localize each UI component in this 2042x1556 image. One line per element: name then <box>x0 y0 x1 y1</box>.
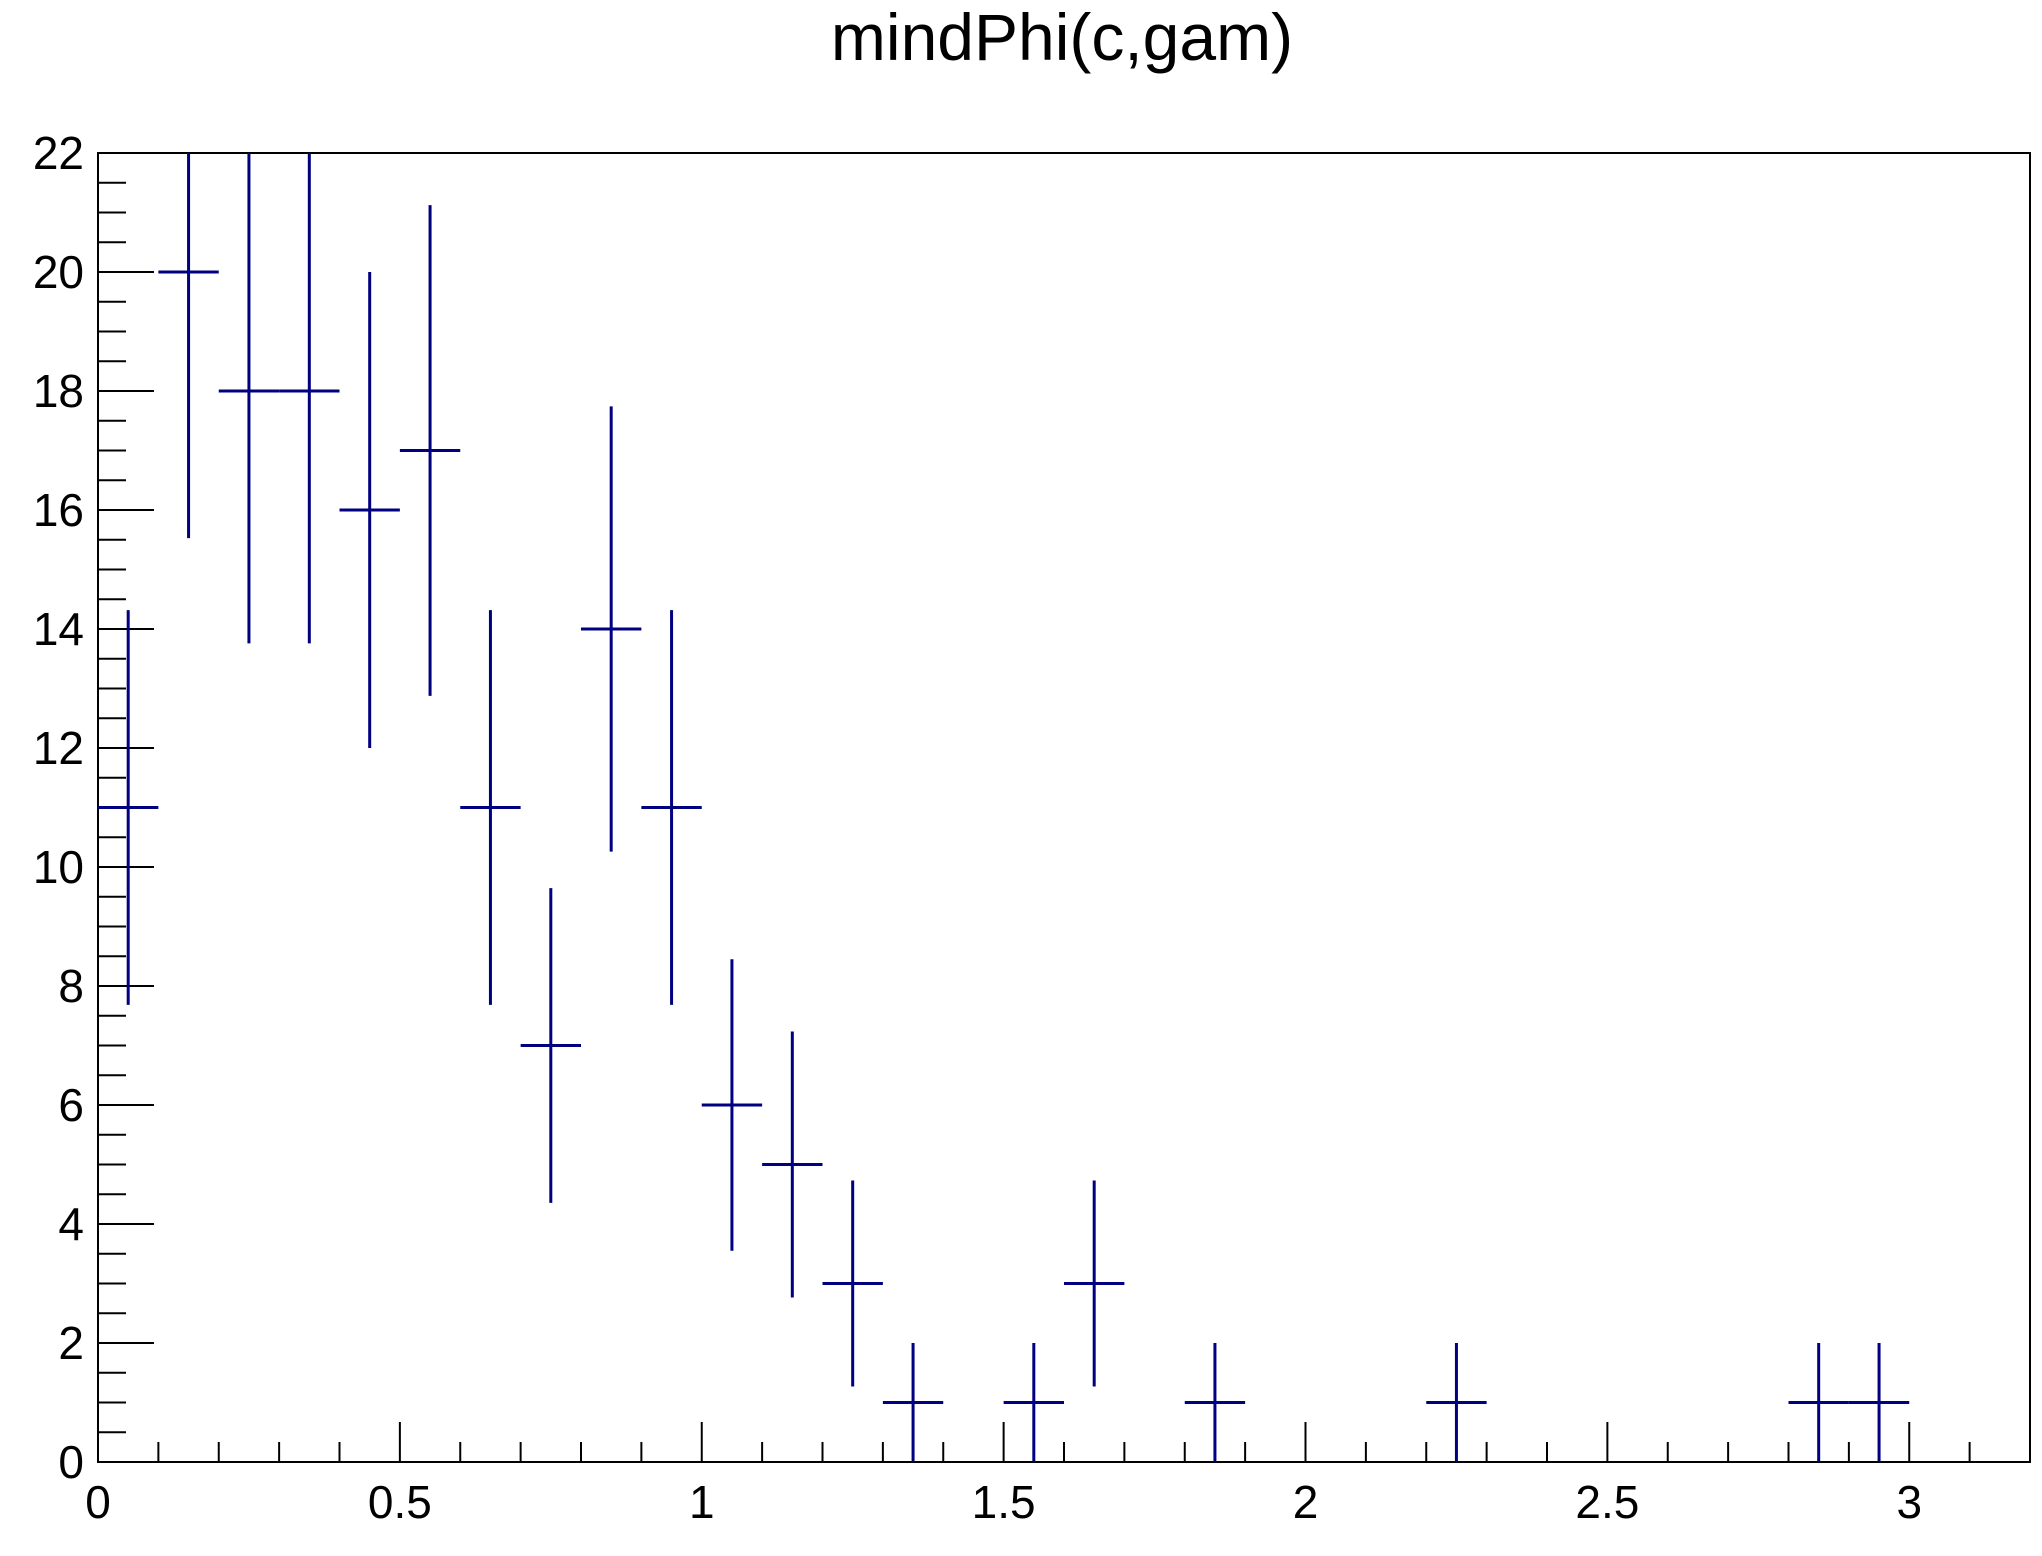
data-point <box>158 153 219 539</box>
data-point <box>279 153 340 644</box>
data-point <box>822 1180 883 1387</box>
data-point <box>581 406 642 852</box>
y-tick-label: 2 <box>58 1317 84 1369</box>
data-point <box>1064 1180 1125 1387</box>
y-tick-label: 0 <box>58 1436 84 1488</box>
data-point <box>399 205 461 696</box>
data-point <box>1426 1343 1487 1462</box>
data-point <box>460 610 521 1005</box>
y-tick-label: 12 <box>33 722 84 774</box>
x-tick-label: 0 <box>85 1476 111 1528</box>
x-tick-label: 2 <box>1293 1476 1319 1528</box>
data-point <box>882 1343 944 1462</box>
data-point <box>218 153 280 644</box>
axes-group: 0 0.5 1 1.5 2 2.5 3 0 2 4 6 8 10 12 14 16 18 20 22 <box>33 127 1971 1528</box>
x-tick-label: 0.5 <box>368 1476 432 1528</box>
data-point <box>762 1031 823 1298</box>
x-tick-label: 2.5 <box>1575 1476 1639 1528</box>
y-tick-label: 10 <box>33 841 84 893</box>
x-tick-label: 1 <box>689 1476 715 1528</box>
x-tick-label: 1.5 <box>972 1476 1036 1528</box>
data-group <box>98 153 1910 1462</box>
x-tick-label: 3 <box>1896 1476 1922 1528</box>
y-tick-label: 22 <box>33 127 84 179</box>
data-point <box>339 272 400 748</box>
y-tick-label: 8 <box>58 960 84 1012</box>
data-point <box>641 610 702 1005</box>
data-point <box>1788 1343 1849 1462</box>
data-point <box>1848 1343 1910 1462</box>
y-tick-label: 18 <box>33 365 84 417</box>
data-point <box>701 959 763 1251</box>
y-tick-label: 6 <box>58 1079 84 1131</box>
plot-frame <box>97 152 2031 1463</box>
data-point <box>1184 1343 1246 1462</box>
y-tick-label: 4 <box>58 1198 84 1250</box>
chart-title: mindPhi(c,gam) <box>831 0 1293 74</box>
data-point <box>1003 1343 1064 1462</box>
data-point <box>520 888 581 1203</box>
data-point <box>98 610 159 1005</box>
y-tick-label: 16 <box>33 484 84 536</box>
y-tick-label: 20 <box>33 246 84 298</box>
y-tick-label: 14 <box>33 603 84 655</box>
